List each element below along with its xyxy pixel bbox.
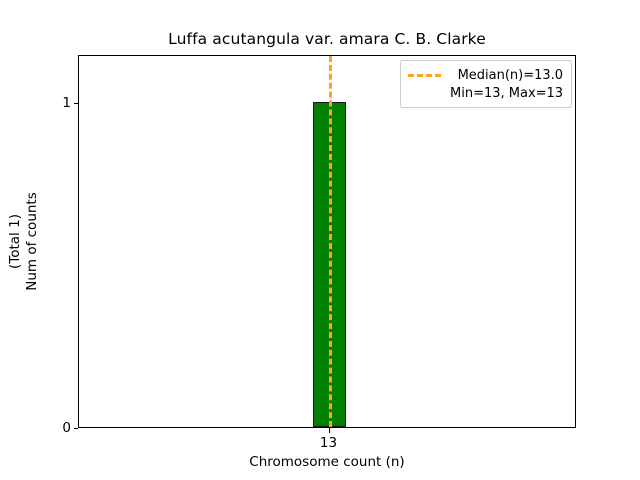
ytick-mark-1	[73, 103, 78, 104]
x-axis-label: Chromosome count (n)	[249, 454, 405, 470]
legend-body: Median(n)=13.0 Min=13, Max=13	[408, 66, 563, 102]
legend-entry-minmax-label: Min=13, Max=13	[450, 85, 564, 101]
median-line	[329, 56, 332, 427]
y-axis-label-line1: Num of counts	[23, 192, 40, 291]
ytick-label-0: 0	[62, 420, 71, 436]
legend-dashed-line-icon	[408, 74, 441, 77]
x-axis-ticks: 13	[78, 55, 576, 451]
ytick-label-1: 1	[62, 95, 71, 111]
plot-area	[78, 55, 576, 428]
legend-entry-median-label: Median(n)=13.0	[457, 67, 564, 83]
y-axis-ticks: 0 1	[62, 55, 576, 436]
legend-entries: Median(n)=13.0 Min=13, Max=13	[450, 66, 563, 102]
axis-ticks: 0 1 13	[62, 55, 576, 451]
xtick-label-13: 13	[319, 435, 338, 451]
legend-entry-minmax: Min=13, Max=13	[450, 84, 563, 102]
chart-title-text: Luffa acutangula var. amara C. B. Clarke	[168, 30, 486, 48]
chart-legend[interactable]: Median(n)=13.0 Min=13, Max=13	[400, 60, 573, 108]
legend-entry-median: Median(n)=13.0	[458, 66, 564, 84]
chart-title: Luffa acutangula var. amara C. B. Clarke	[0, 30, 640, 48]
xtick-mark-13	[328, 428, 330, 433]
y-axis-label: (Total 1) Num of counts	[0, 55, 46, 428]
ytick-mark-0	[73, 428, 78, 429]
y-axis-label-line2: (Total 1)	[6, 214, 23, 269]
